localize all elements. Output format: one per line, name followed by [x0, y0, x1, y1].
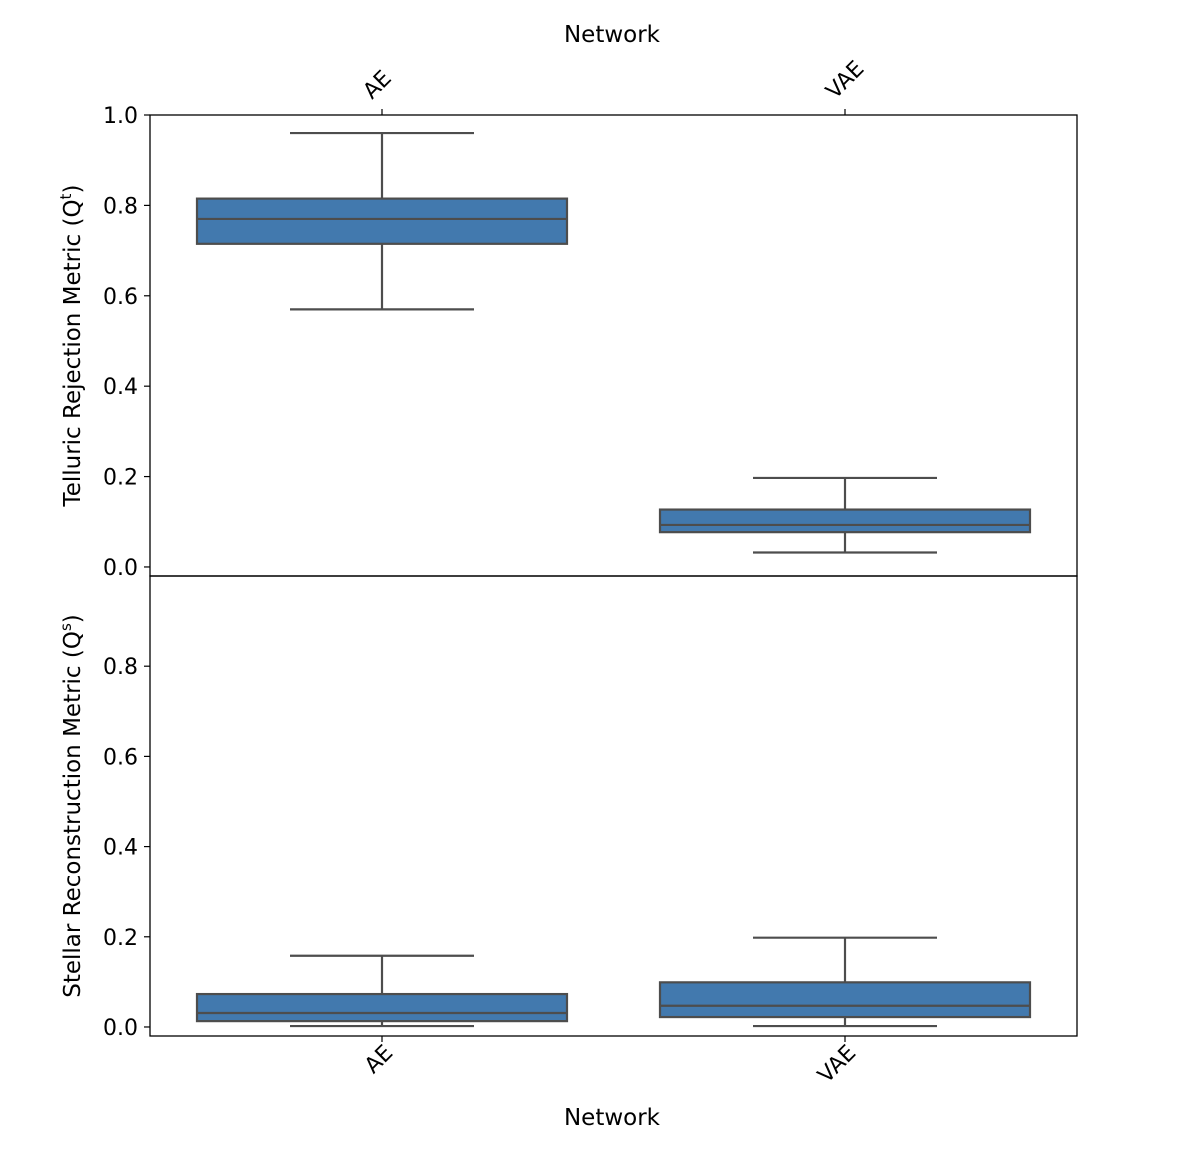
box-vae: [658, 981, 1032, 1019]
y-tick-label: 0.4: [103, 836, 138, 861]
panel-frame-1: [149, 114, 1078, 577]
y-axis-title-2: Stellar Reconstruction Metric (Qs): [57, 614, 86, 998]
y-tick-label: 0.0: [103, 556, 138, 581]
box-ae: [195, 197, 569, 245]
x-tick-label-bottom: VAE: [813, 1041, 861, 1089]
y-tick-label: 0.8: [103, 655, 138, 680]
box-vae: [658, 508, 1032, 534]
y-tick-label: 0.6: [103, 745, 138, 770]
x-axis-title-bottom: Network: [564, 1105, 661, 1131]
y-tick-label: 0.0: [103, 1016, 138, 1041]
x-axis-title-top: Network: [564, 22, 661, 48]
panels-group: 0.0 0.2 0.4 0.6 0.8 1.0 Telluric Rejection Met…: [57, 56, 1078, 1089]
y-tick-label: 0.2: [103, 926, 138, 951]
panel-frame-2: [149, 575, 1078, 1037]
y-tick-label: 0.2: [103, 466, 138, 491]
x-tick-label-bottom: AE: [360, 1041, 398, 1079]
box-ae: [195, 992, 569, 1023]
y-tick-label: 0.6: [103, 285, 138, 310]
y-tick-label: 0.8: [103, 194, 138, 219]
y-axis-title-1: Telluric Rejection Metric (Qt): [57, 185, 86, 508]
y-tick-label: 1.0: [103, 104, 138, 129]
x-tick-label-top: AE: [359, 66, 397, 104]
x-tick-label-top: VAE: [822, 56, 870, 104]
y-tick-label: 0.4: [103, 375, 138, 400]
